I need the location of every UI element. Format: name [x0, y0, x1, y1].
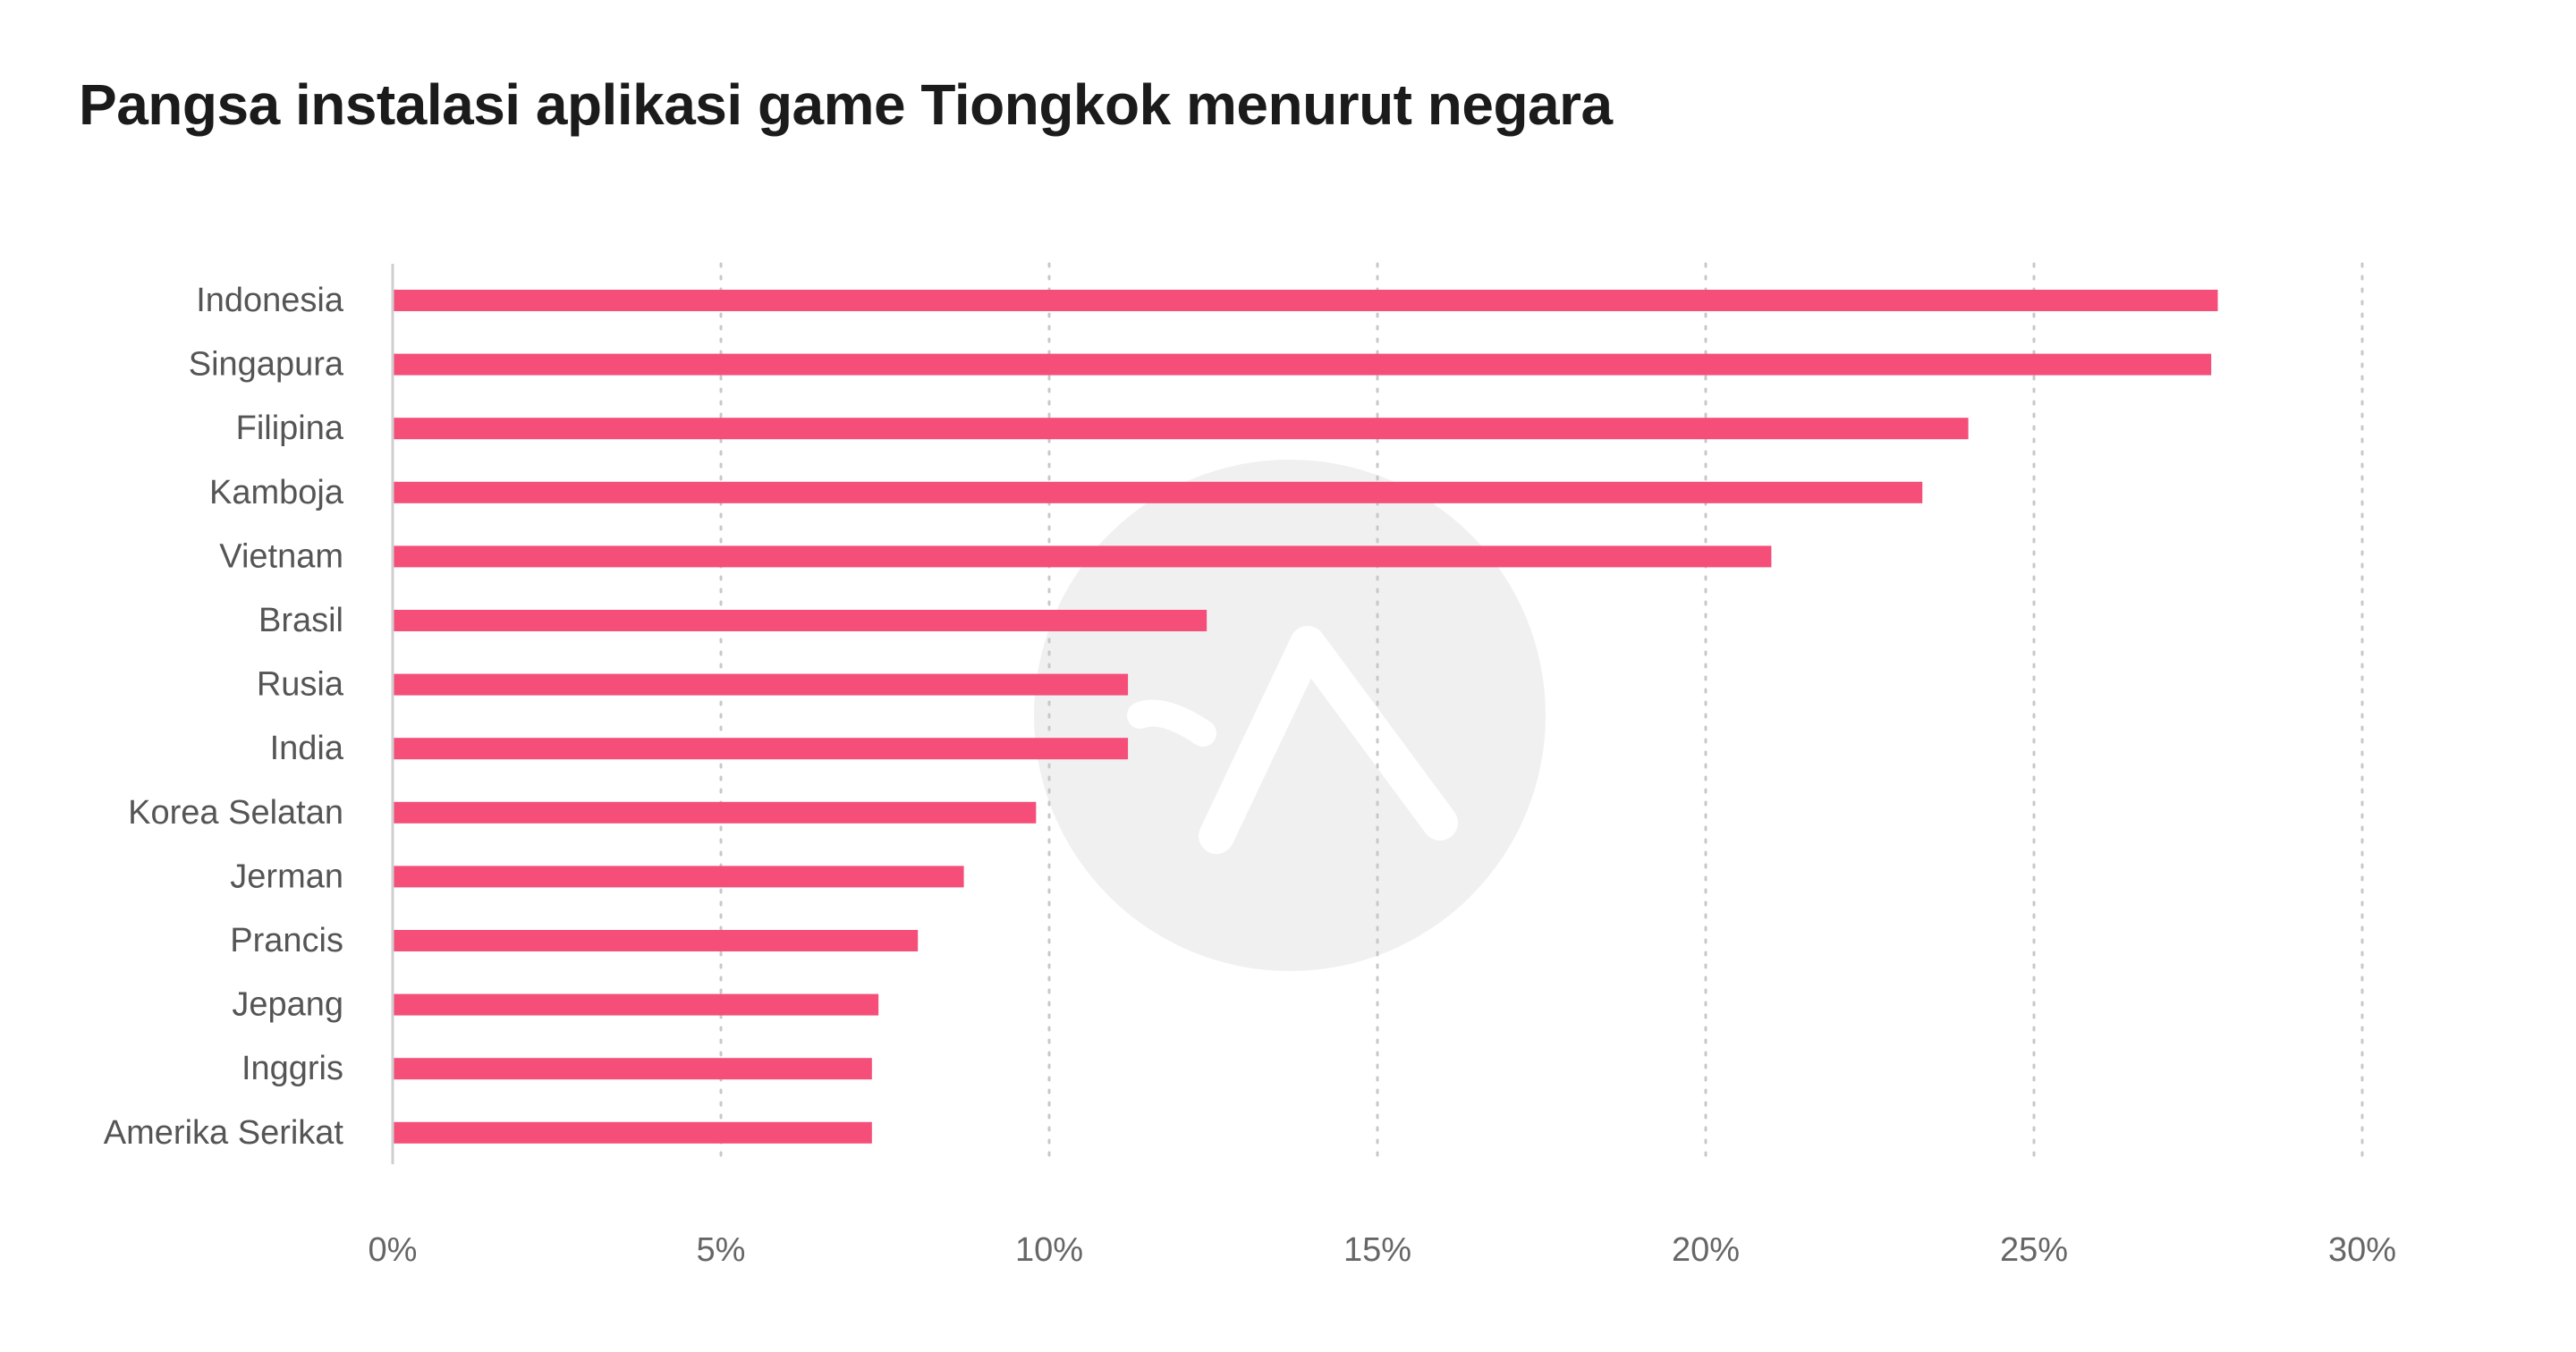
- x-tick-label: 10%: [1015, 1231, 1083, 1269]
- category-label: Jerman: [230, 858, 343, 895]
- bar: [393, 1121, 872, 1144]
- category-label: Jepang: [232, 986, 343, 1024]
- bar: [393, 673, 1129, 696]
- x-tick-label: 5%: [697, 1231, 746, 1269]
- category-labels: Indonesia Singapura Filipina Kamboja Vietnam…: [104, 282, 344, 1152]
- bar: [393, 801, 1037, 824]
- category-label: Korea Selatan: [128, 794, 343, 832]
- category-label: Filipina: [236, 410, 344, 447]
- bar: [393, 930, 919, 951]
- logo-watermark-icon: [1034, 460, 1546, 971]
- bar: [393, 290, 2218, 311]
- x-tick-label: 30%: [2328, 1231, 2396, 1269]
- x-tick-label: 0%: [369, 1231, 418, 1269]
- category-label: Kamboja: [209, 474, 344, 511]
- watermark-glyph-accent: [1127, 699, 1216, 747]
- category-label: India: [270, 730, 344, 767]
- bar: [393, 1058, 872, 1080]
- bar: [393, 545, 1772, 568]
- x-tick-labels: 0% 5% 10% 15% 20% 25% 30%: [369, 1231, 2396, 1269]
- chart-title: Pangsa instalasi aplikasi game Tiongkok …: [79, 72, 1613, 137]
- category-label: Rusia: [257, 666, 344, 704]
- bar: [393, 418, 1969, 440]
- bar: [393, 353, 2212, 376]
- bars: [393, 290, 2218, 1144]
- bar: [393, 993, 879, 1016]
- x-tick-label: 15%: [1343, 1231, 1411, 1269]
- category-label: Vietnam: [219, 537, 343, 575]
- x-tick-label: 25%: [2000, 1231, 2068, 1269]
- bar: [393, 610, 1208, 631]
- x-tick-label: 20%: [1672, 1231, 1740, 1269]
- category-label: Brasil: [258, 602, 343, 639]
- category-label: Inggris: [242, 1050, 343, 1087]
- category-label: Singapura: [189, 346, 344, 384]
- category-label: Prancis: [230, 922, 343, 959]
- category-label: Amerika Serikat: [104, 1114, 344, 1152]
- watermark-glyph: [1199, 626, 1458, 854]
- bar: [393, 738, 1129, 760]
- bar: [393, 866, 964, 888]
- category-label: Indonesia: [196, 282, 344, 319]
- bar: [393, 481, 1923, 503]
- grid-lines: [719, 262, 2364, 1166]
